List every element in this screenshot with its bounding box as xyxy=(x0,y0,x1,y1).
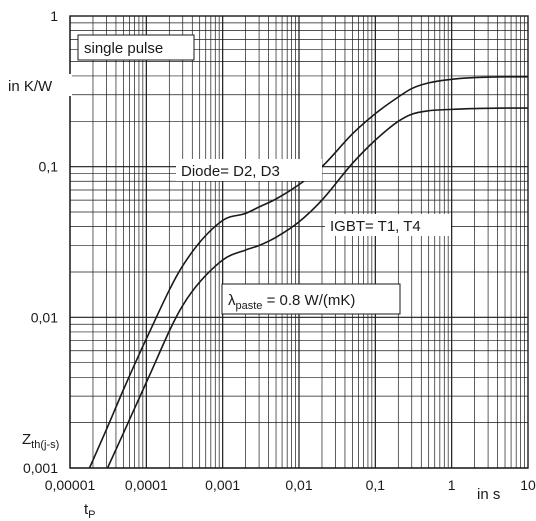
x-tick-label: 0,01 xyxy=(285,477,312,493)
x-unit-label: in s xyxy=(477,486,500,503)
y-symbol-box xyxy=(18,427,68,453)
x-axis-symbol: tP xyxy=(84,501,96,521)
y-unit-label: in K/W xyxy=(8,78,53,95)
annotation-layer: single pulse Diode= D2, D3 IGBT= T1, T4 … xyxy=(4,34,510,521)
y-tick-label: 0,01 xyxy=(31,309,58,325)
y-axis-symbol: Zth(j-s) xyxy=(22,431,59,451)
paste-value: = 0.8 W/(mK) xyxy=(262,292,355,309)
x-symbol-main: t xyxy=(84,501,89,518)
igbt-series-line xyxy=(106,107,528,469)
single-pulse-box xyxy=(77,34,195,61)
tick-label-layer: 0,00001 0,0001 0,001 0,01 0,1 1 10 0,001 0,01 0,1… xyxy=(23,8,536,493)
diode-series-label: Diode= D2, D3 xyxy=(181,163,280,180)
series-layer xyxy=(88,75,528,469)
single-pulse-label: single pulse xyxy=(84,40,163,57)
x-unit-box xyxy=(474,482,510,504)
x-tick-label: 1 xyxy=(448,477,456,493)
x-tick-label: 0,00001 xyxy=(45,477,96,493)
x-tick-label: 0,1 xyxy=(366,477,386,493)
paste-subscript: paste xyxy=(236,300,263,312)
plot-area-border xyxy=(69,15,529,469)
igbt-label-box xyxy=(325,214,451,236)
x-tick-label: 0,0001 xyxy=(125,477,168,493)
diode-series-line xyxy=(88,75,528,469)
y-tick-label: 0,1 xyxy=(39,159,59,175)
x-symbol-subscript: P xyxy=(88,509,95,521)
y-symbol-main: Z xyxy=(22,431,31,448)
y-symbol-subscript: th(j-s) xyxy=(31,439,59,451)
paste-label-box xyxy=(221,283,401,315)
x-tick-label: 10 xyxy=(520,477,536,493)
y-tick-label: 0,001 xyxy=(23,460,58,476)
paste-label: λpaste = 0.8 W/(mK) xyxy=(228,292,355,312)
y-unit-box xyxy=(4,74,72,96)
y-tick-label: 1 xyxy=(50,8,58,24)
diode-label-box xyxy=(176,159,322,181)
x-tick-label: 0,001 xyxy=(205,477,240,493)
paste-symbol: λ xyxy=(228,292,236,309)
igbt-series-label: IGBT= T1, T4 xyxy=(330,218,421,235)
